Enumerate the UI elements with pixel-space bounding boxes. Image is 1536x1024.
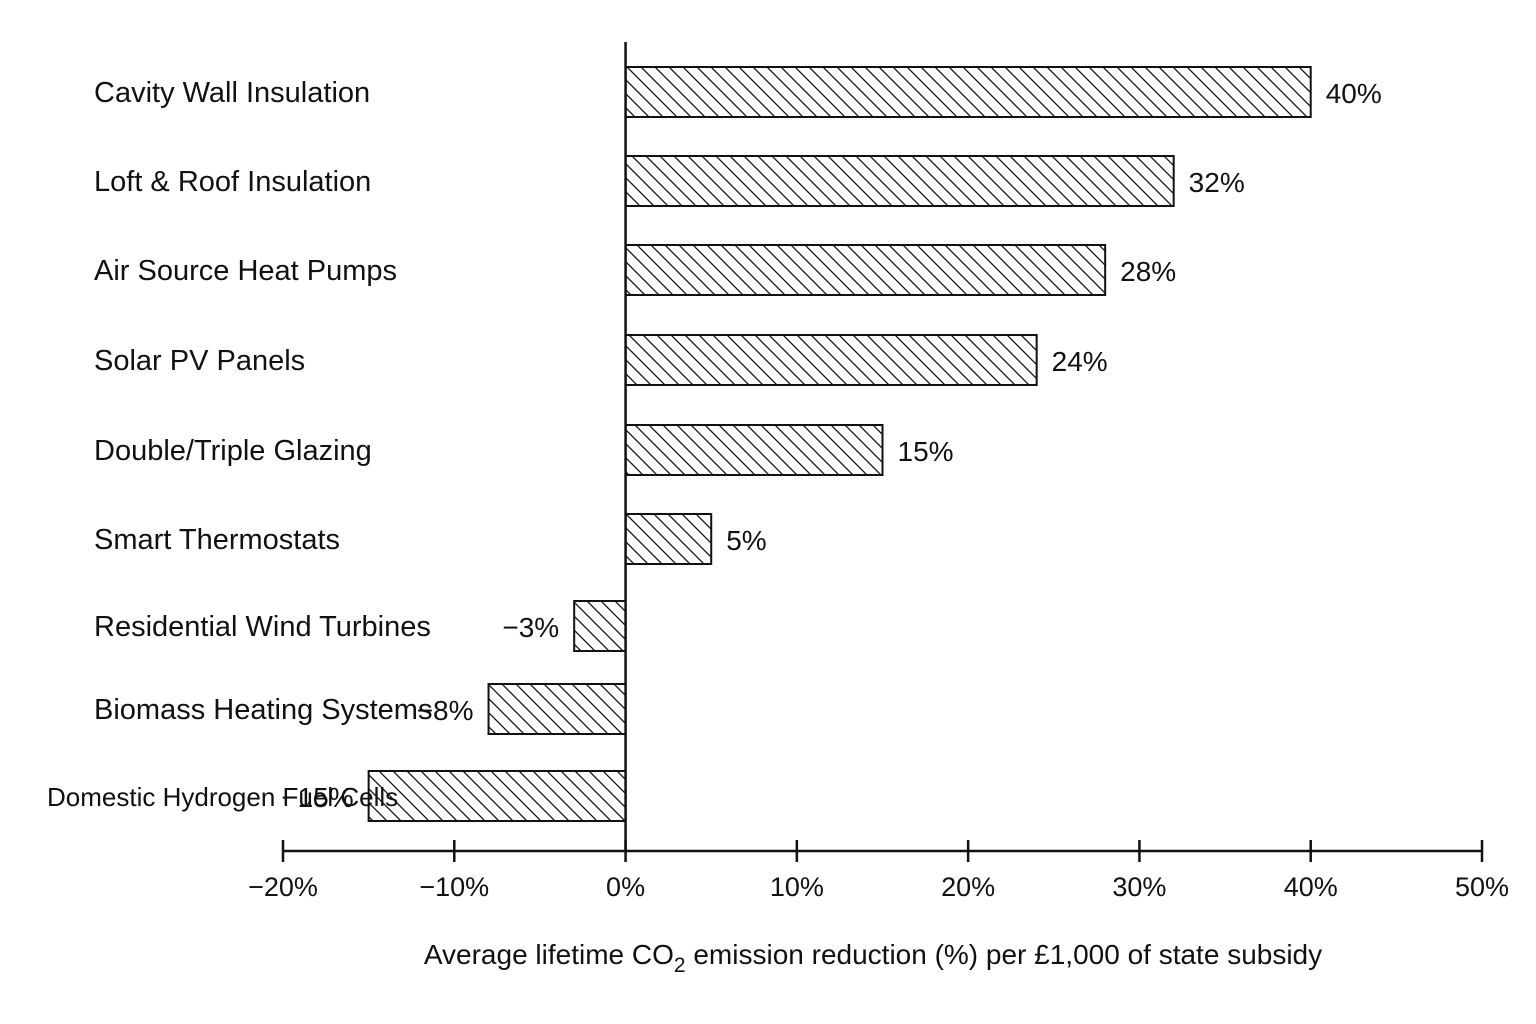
value-label-smart-thermostats: 5% [726, 525, 766, 556]
x-axis: −20% −10% 0% 10% 20% 30% 40% 50% [248, 42, 1509, 902]
x-tick-label: −20% [248, 872, 318, 902]
x-tick-label: 40% [1284, 872, 1338, 902]
category-label-loft-roof-insulation: Loft & Roof Insulation [94, 166, 371, 198]
bar-cavity-wall-insulation [624, 66, 1312, 118]
value-label-air-source-heat-pumps: 28% [1120, 256, 1176, 287]
value-label-loft-roof-insulation: 32% [1189, 167, 1245, 198]
category-label-smart-thermostats: Smart Thermostats [94, 524, 340, 556]
category-label-biomass-heating-systems: Biomass Heating Systems [94, 694, 432, 726]
bars-layer [367, 66, 1312, 822]
x-tick-label: 10% [770, 872, 824, 902]
value-label-cavity-wall-insulation: 40% [1326, 78, 1382, 109]
x-axis-title-main: Average lifetime CO [424, 939, 674, 970]
bar-double-triple-glazing [624, 424, 884, 476]
category-label-solar-pv-panels: Solar PV Panels [94, 345, 305, 377]
x-axis-title-rest: emission reduction (%) per £1,000 of sta… [686, 939, 1323, 970]
category-label-domestic-hydrogen-fuel-cells: Domestic Hydrogen Fuel Cells [47, 782, 398, 812]
bar-loft-roof-insulation [624, 155, 1175, 207]
value-label-residential-wind-turbines: −3% [502, 612, 559, 643]
x-tick-label: 0% [606, 872, 645, 902]
value-label-solar-pv-panels: 24% [1052, 346, 1108, 377]
x-axis-title: Average lifetime CO2 emission reduction … [424, 939, 1322, 977]
value-label-biomass-heating-systems: −8% [417, 695, 474, 726]
bar-residential-wind-turbines [573, 600, 627, 652]
value-label-domestic-hydrogen-fuel-cells: −15% [281, 782, 353, 813]
bar-biomass-heating-systems [487, 683, 627, 735]
bar-domestic-hydrogen-fuel-cells [367, 770, 627, 822]
value-label-double-triple-glazing: 15% [898, 436, 954, 467]
bar-solar-pv-panels [624, 334, 1038, 386]
category-label-air-source-heat-pumps: Air Source Heat Pumps [94, 255, 397, 287]
x-tick-label: −10% [419, 872, 489, 902]
category-label-double-triple-glazing: Double/Triple Glazing [94, 435, 372, 467]
x-axis-title-subscript: 2 [674, 954, 686, 977]
x-tick-label: 50% [1455, 872, 1509, 902]
category-label-cavity-wall-insulation: Cavity Wall Insulation [94, 77, 370, 109]
x-tick-label: 30% [1112, 872, 1166, 902]
x-tick-label: 20% [941, 872, 995, 902]
bar-air-source-heat-pumps [624, 244, 1107, 296]
bar-smart-thermostats [624, 513, 713, 565]
category-label-residential-wind-turbines: Residential Wind Turbines [94, 611, 431, 643]
labels-layer: Cavity Wall Insulation 40% Loft & Roof Ins… [47, 77, 1382, 813]
